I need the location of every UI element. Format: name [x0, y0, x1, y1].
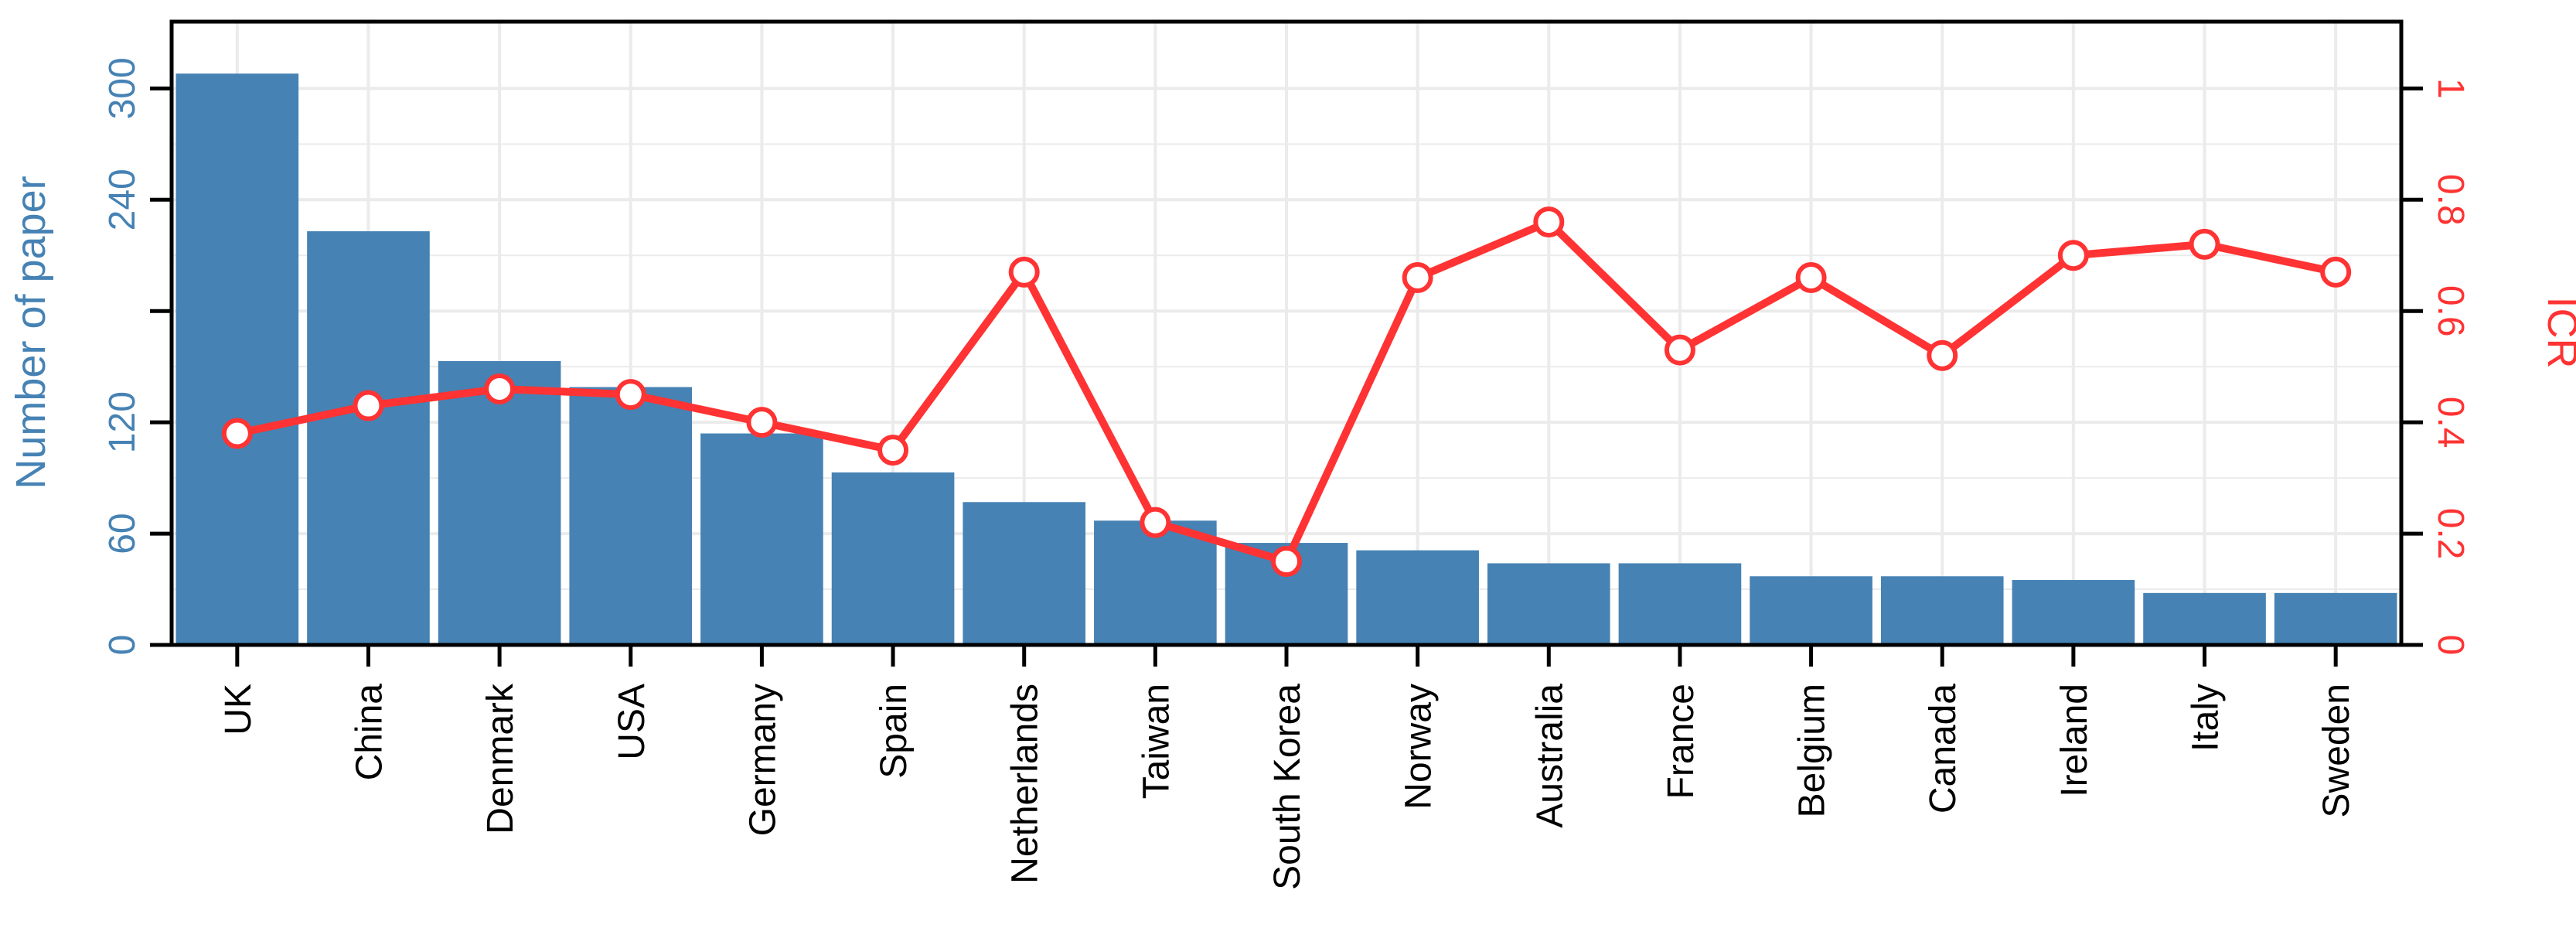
icr-point-netherlands — [1008, 256, 1040, 288]
right-axis-title: ICR — [2539, 297, 2576, 369]
x-axis-label-norway: Norway — [1399, 684, 1440, 810]
x-axis-label-netherlands: Netherlands — [1005, 684, 1046, 884]
x-axis-label-germany: Germany — [742, 684, 783, 836]
bar-italy — [2143, 592, 2266, 645]
icr-point-norway — [1402, 262, 1433, 294]
icr-point-france — [1664, 334, 1695, 366]
right-axis-tick-label: 0.2 — [2430, 508, 2471, 560]
icr-point-uk — [221, 418, 253, 449]
icr-point-south-korea — [1271, 546, 1302, 578]
x-axis-label-ireland: Ireland — [2054, 684, 2095, 797]
left-axis-tick-label: 240 — [102, 169, 143, 230]
x-axis-label-taiwan: Taiwan — [1136, 684, 1177, 799]
icr-point-germany — [746, 407, 778, 438]
left-axis-tick-label: 120 — [102, 391, 143, 453]
bar-germany — [700, 433, 823, 645]
left-axis-tick-label: 300 — [102, 57, 143, 119]
x-axis-label-italy: Italy — [2186, 684, 2227, 752]
x-axis-label-australia: Australia — [1529, 684, 1570, 828]
bar-denmark — [438, 360, 561, 645]
icr-point-italy — [2189, 228, 2220, 260]
icr-point-taiwan — [1140, 507, 1171, 538]
bar-series — [175, 73, 2397, 645]
bar-belgium — [1750, 576, 1872, 645]
bar-ireland — [2012, 580, 2135, 645]
right-axis-tick-label: 0 — [2430, 635, 2471, 656]
bar-usa — [569, 387, 693, 645]
x-axis-label-france: France — [1661, 684, 1702, 799]
bar-netherlands — [963, 502, 1086, 645]
icr-point-ireland — [2057, 240, 2089, 271]
x-axis-label-south-korea: South Korea — [1267, 684, 1308, 890]
left-axis-title: Number of paper — [8, 176, 54, 489]
bar-china — [307, 231, 430, 645]
x-axis-label-sweden: Sweden — [2316, 684, 2357, 817]
icr-point-denmark — [484, 373, 516, 404]
bar-norway — [1356, 550, 1479, 645]
x-axis-label-denmark: Denmark — [480, 683, 521, 834]
icr-point-spain — [877, 435, 909, 466]
icr-line-series — [221, 206, 2352, 578]
bar-sweden — [2274, 592, 2397, 645]
right-axis: 0 0.2 0.4 0.6 0.8 1 — [2401, 78, 2471, 655]
left-axis-tick-label: 60 — [102, 513, 143, 554]
x-axis-label-uk: UK — [218, 684, 259, 735]
icr-point-china — [353, 390, 384, 421]
right-axis-tick-label: 1 — [2430, 78, 2471, 99]
bar-france — [1618, 563, 1742, 645]
icr-point-belgium — [1795, 262, 1827, 294]
icr-point-sweden — [2320, 256, 2352, 288]
icr-point-usa — [615, 379, 646, 411]
x-axis-label-belgium: Belgium — [1792, 684, 1833, 817]
right-axis-tick-label: 0.8 — [2430, 174, 2471, 226]
left-axis-tick-label: 0 — [102, 635, 143, 656]
bar-spain — [831, 472, 955, 645]
icr-point-canada — [1927, 339, 1958, 371]
x-axis-label-usa: USA — [612, 684, 653, 760]
x-axis-label-canada: Canada — [1923, 684, 1964, 814]
x-axis: UK China Denmark USA Germany Spain Netherlands… — [218, 645, 2357, 890]
bar-taiwan — [1094, 520, 1217, 645]
right-axis-tick-label: 0.6 — [2430, 285, 2471, 337]
right-axis-tick-label: 0.4 — [2430, 397, 2471, 449]
icr-point-australia — [1533, 206, 1565, 238]
x-axis-label-china: China — [349, 684, 390, 781]
bar-australia — [1487, 563, 1610, 645]
bar-uk — [175, 73, 299, 645]
x-axis-label-spain: Spain — [874, 684, 915, 779]
bar-canada — [1880, 576, 2004, 645]
left-axis: 0 60 120 240 300 — [102, 57, 172, 655]
